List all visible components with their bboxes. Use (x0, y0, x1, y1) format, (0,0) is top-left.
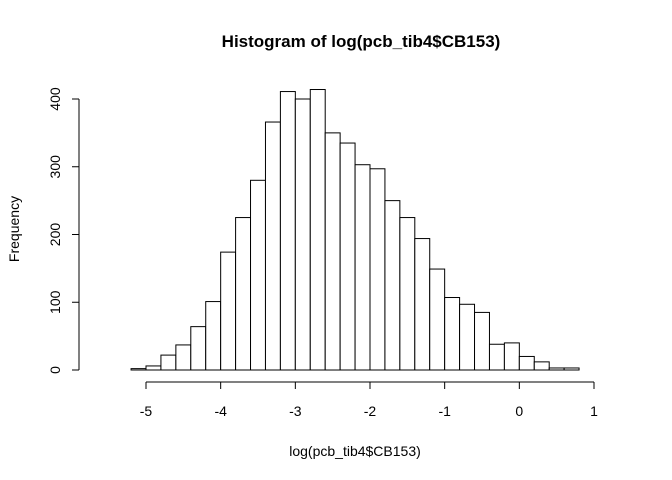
histogram-bar (354, 164, 371, 371)
x-tick-label: -2 (364, 403, 377, 419)
y-tick-label: 100 (47, 290, 63, 314)
histogram-bar (175, 344, 192, 371)
histogram-bar (444, 297, 461, 371)
y-tick-label: 300 (47, 155, 63, 179)
histogram-bar (399, 217, 416, 371)
histogram-bar (474, 311, 490, 371)
y-tick-label: 400 (47, 87, 63, 111)
histogram-bar (488, 343, 505, 371)
histogram-bar (369, 168, 386, 371)
x-tick-label: 1 (590, 403, 598, 419)
x-tick-label: -4 (214, 403, 227, 419)
histogram-bar (279, 91, 296, 371)
x-axis-label: log(pcb_tib4$CB153) (289, 443, 421, 459)
histogram-bar (190, 326, 207, 371)
x-tick-label: -5 (140, 403, 153, 419)
histogram-bar (309, 89, 326, 371)
histogram-bar (563, 367, 580, 371)
histogram-bar (250, 179, 266, 371)
chart-title: Histogram of log(pcb_tib4$CB153) (222, 32, 501, 51)
histogram-bar (459, 303, 476, 371)
histogram-bar (503, 342, 520, 371)
histogram-bar (235, 217, 252, 371)
histogram-bar (339, 142, 356, 371)
x-tick-label: 0 (515, 403, 523, 419)
y-tick-label: 200 (47, 223, 63, 247)
x-tick-label: -3 (289, 403, 302, 419)
histogram-bar (130, 368, 147, 371)
histogram-bar (384, 200, 401, 371)
histogram-bar (533, 361, 550, 371)
bars-group (130, 89, 580, 371)
x-tick-label: -1 (438, 403, 451, 419)
y-axis-label: Frequency (6, 196, 22, 262)
histogram-bar (414, 238, 431, 371)
y-tick-label: 0 (47, 366, 63, 374)
x-axis: -5 -4 -3 -2 -1 0 1 (140, 381, 598, 419)
y-axis: 0 100 200 300 400 (47, 87, 80, 374)
histogram-bar (548, 367, 565, 371)
histogram-bar (145, 365, 162, 371)
histogram-bar (264, 121, 281, 371)
histogram-bar (205, 301, 222, 371)
histogram-bar (429, 268, 446, 371)
histogram-bar (294, 98, 311, 371)
histogram-bar (324, 132, 341, 371)
histogram-bar (160, 354, 177, 371)
histogram-bar (518, 355, 535, 371)
histogram-bar (220, 251, 237, 371)
